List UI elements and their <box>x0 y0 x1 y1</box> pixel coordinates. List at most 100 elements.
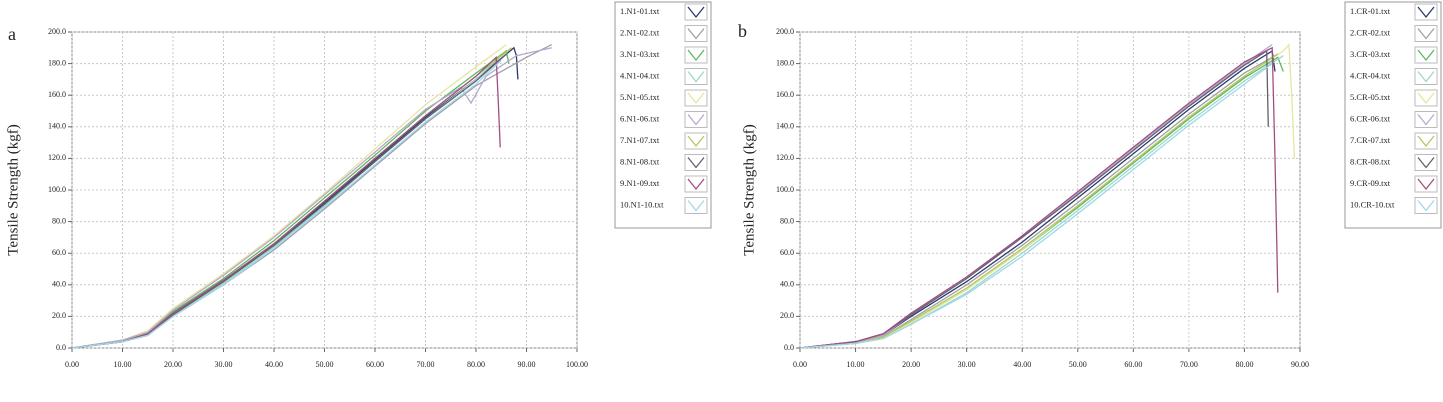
legend-swatch <box>687 49 705 62</box>
y-tick-label: 20.0 <box>780 311 794 320</box>
legend-swatch <box>1417 71 1435 83</box>
y-tick-label: 200.0 <box>48 27 66 36</box>
legend-label: 9.CR-09.txt <box>1350 178 1391 188</box>
x-tick-label: 100.00 <box>566 360 588 369</box>
series-line <box>71 44 507 349</box>
legend-label: 1.CR-01.txt <box>1350 6 1391 16</box>
x-tick-label: 80.00 <box>1235 360 1253 369</box>
legend-swatch-box <box>1414 25 1438 42</box>
y-tick-label: 60.0 <box>780 248 794 257</box>
legend-swatch-box <box>684 111 708 128</box>
x-tick-label: 10.00 <box>847 360 865 369</box>
legend-swatch <box>1417 49 1435 62</box>
legend-label: 10.N1-10.txt <box>620 199 664 209</box>
y-tick-label: 120.0 <box>48 153 66 162</box>
legend-swatch <box>1417 28 1435 40</box>
legend-swatch-box <box>1414 197 1438 214</box>
x-tick-label: 50.00 <box>1069 360 1087 369</box>
legend-swatch <box>687 6 705 19</box>
legend-swatch-box <box>1414 132 1438 150</box>
legend-swatch-box <box>684 197 708 214</box>
x-tick-label: 90.00 <box>518 360 536 369</box>
legend-swatch <box>687 114 705 126</box>
y-tick-label: 140.0 <box>48 122 66 131</box>
y-tick-label: 180.0 <box>776 58 794 67</box>
y-tick-label: 0.0 <box>784 343 794 352</box>
x-tick-label: 50.00 <box>316 360 334 369</box>
legend-swatch-box <box>1414 3 1438 21</box>
series-line <box>71 55 501 349</box>
legend-swatch <box>687 71 705 83</box>
y-tick-label: 40.0 <box>52 280 66 289</box>
legend-label: 9.N1-09.txt <box>620 178 660 188</box>
legend-swatch-box <box>1414 46 1438 64</box>
legend-swatch-box <box>684 25 708 42</box>
legend-swatch <box>687 200 705 212</box>
legend-label: 7.CR-07.txt <box>1350 135 1391 145</box>
legend-swatch-box <box>1414 111 1438 128</box>
series-line <box>799 46 1279 349</box>
x-tick-label: 70.00 <box>417 360 435 369</box>
legend-swatch-box <box>684 89 708 107</box>
x-tick-label: 0.00 <box>793 360 807 369</box>
x-tick-label: 40.00 <box>265 360 283 369</box>
legend-swatch-box <box>1414 175 1438 193</box>
legend-label: 8.N1-08.txt <box>620 156 660 166</box>
legend-label: 10.CR-10.txt <box>1350 199 1395 209</box>
y-tick-label: 160.0 <box>776 90 794 99</box>
legend-swatch <box>1417 114 1435 126</box>
x-tick-label: 20.00 <box>902 360 920 369</box>
legend-swatch <box>687 92 705 105</box>
panel-label: a <box>8 24 16 44</box>
legend-label: 6.CR-06.txt <box>1350 113 1391 123</box>
series-line <box>799 53 1279 349</box>
y-tick-label: 60.0 <box>52 248 66 257</box>
legend-swatch <box>1417 178 1435 191</box>
legend-label: 2.N1-02.txt <box>620 27 660 37</box>
y-tick-label: 0.0 <box>56 343 66 352</box>
legend-swatch-box <box>1414 154 1438 171</box>
legend-label: 3.N1-03.txt <box>620 49 660 59</box>
legend-label: 5.CR-05.txt <box>1350 92 1391 102</box>
legend-label: 8.CR-08.txt <box>1350 156 1391 166</box>
legend-swatch <box>687 157 705 169</box>
legend-label: 4.CR-04.txt <box>1350 70 1391 80</box>
legend-label: 1.N1-01.txt <box>620 6 660 16</box>
x-tick-label: 60.00 <box>1124 360 1142 369</box>
legend-swatch <box>687 135 705 148</box>
legend-swatch <box>687 178 705 191</box>
y-tick-label: 80.0 <box>780 216 794 225</box>
x-tick-label: 40.00 <box>1013 360 1031 369</box>
legend-swatch-box <box>684 132 708 150</box>
x-tick-label: 0.00 <box>65 360 79 369</box>
legend-swatch <box>1417 200 1435 212</box>
y-tick-label: 200.0 <box>776 27 794 36</box>
legend-label: 5.N1-05.txt <box>620 92 660 102</box>
y-tick-label: 100.0 <box>48 185 66 194</box>
legend-swatch <box>1417 6 1435 19</box>
x-tick-label: 80.00 <box>467 360 485 369</box>
legend-label: 4.N1-04.txt <box>620 70 660 80</box>
y-tick-label: 160.0 <box>48 90 66 99</box>
legend-label: 6.N1-06.txt <box>620 113 660 123</box>
x-tick-label: 70.00 <box>1180 360 1198 369</box>
y-tick-label: 140.0 <box>776 122 794 131</box>
y-tick-label: 120.0 <box>776 153 794 162</box>
y-tick-label: 40.0 <box>780 280 794 289</box>
x-tick-label: 10.00 <box>114 360 132 369</box>
legend-swatch-box <box>684 46 708 64</box>
series-line <box>71 47 552 349</box>
legend-swatch-box <box>684 68 708 85</box>
legend-label: 2.CR-02.txt <box>1350 27 1391 37</box>
panel-label: b <box>738 21 747 41</box>
y-axis-label: Tensile Strength (kgf) <box>741 124 757 255</box>
legend-swatch-box <box>684 175 708 193</box>
y-tick-label: 100.0 <box>776 185 794 194</box>
legend-swatch <box>1417 157 1435 169</box>
y-axis-label: Tensile Strength (kgf) <box>5 124 21 255</box>
legend-swatch-box <box>684 3 708 21</box>
legend-swatch <box>1417 92 1435 105</box>
legend-swatch-box <box>1414 68 1438 85</box>
x-tick-label: 60.00 <box>366 360 384 369</box>
